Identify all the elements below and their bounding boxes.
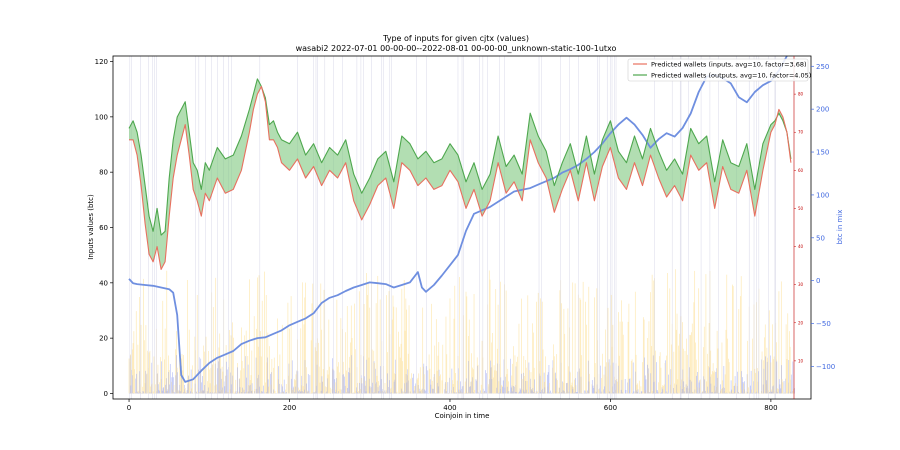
fill-between-series: [129, 78, 791, 270]
y-axis-right-blue: −100 −50 0 50 100 150 200 250: [811, 63, 835, 371]
y2-tick-label: 200: [816, 106, 829, 114]
y-tick-label: 0: [104, 390, 108, 398]
x-axis-label: Coinjoin in time: [435, 412, 490, 420]
legend-box: [627, 58, 809, 82]
y3-tick-label: 50: [798, 206, 804, 211]
lines-layer: [128, 55, 792, 383]
series-line-btc-in-mix: [128, 55, 788, 383]
y2-tick-label: 50: [816, 234, 825, 242]
y2-tick-label: 150: [816, 149, 829, 157]
y2-tick-label: 250: [816, 63, 829, 71]
x-tick-label: 0: [127, 404, 131, 412]
y-tick-label: 40: [99, 279, 108, 287]
x-tick-label: 400: [443, 404, 456, 412]
legend-label-outputs: Predicted wallets (outputs, avg=10, fact…: [651, 72, 811, 80]
fill-layer: [129, 78, 791, 270]
y3-tick-label: 70: [798, 130, 804, 135]
legend-label-inputs: Predicted wallets (inputs, avg=10, facto…: [651, 61, 807, 69]
x-tick-label: 800: [764, 404, 777, 412]
chart-subtitle: wasabi2 2022-07-01 00-00-00--2022-08-01 …: [296, 44, 617, 53]
x-tick-label: 600: [604, 404, 617, 412]
y-axis-right-red: 10 20 30 40 50 60 70 80: [794, 92, 804, 363]
y3-tick-label: 20: [798, 320, 804, 325]
y3-tick-label: 40: [798, 244, 804, 249]
y3-tick-label: 10: [798, 358, 804, 363]
y2-axis-label: btc in mix: [836, 210, 844, 245]
vertical-lines-layer: [129, 56, 776, 399]
y-axis-label: Inputs values (btc): [87, 194, 95, 260]
y-tick-label: 80: [99, 169, 108, 177]
y-tick-label: 20: [99, 335, 108, 343]
y2-tick-label: 0: [816, 277, 820, 285]
chart-title: Type of inputs for given cjtx (values): [382, 34, 529, 43]
y-tick-label: 120: [95, 58, 108, 66]
y2-tick-label: −100: [816, 363, 835, 371]
y3-tick-label: 30: [798, 282, 804, 287]
y2-tick-label: 100: [816, 191, 829, 199]
y-axis-left: 0 20 40 60 80 100 120: [95, 58, 113, 398]
y2-tick-label: −50: [816, 320, 831, 328]
y-tick-label: 60: [99, 224, 108, 232]
legend: Predicted wallets (inputs, avg=10, facto…: [627, 58, 811, 82]
y3-tick-label: 60: [798, 168, 804, 173]
x-tick-label: 200: [283, 404, 296, 412]
series-line-outputs: [128, 78, 792, 236]
x-axis: 0 200 400 600 800: [127, 399, 778, 412]
y-tick-label: 100: [95, 113, 108, 121]
y3-tick-label: 80: [798, 92, 804, 97]
bars-layer: [128, 269, 795, 394]
series-line-inputs: [129, 85, 792, 270]
